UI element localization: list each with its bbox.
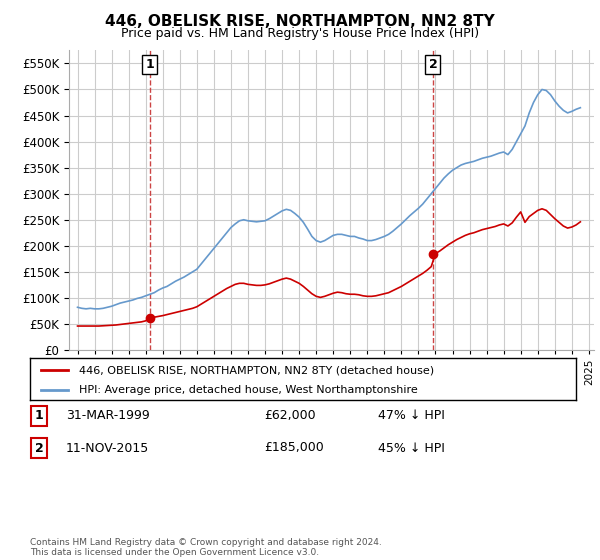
Text: 446, OBELISK RISE, NORTHAMPTON, NN2 8TY (detached house): 446, OBELISK RISE, NORTHAMPTON, NN2 8TY … (79, 365, 434, 375)
Text: 1: 1 (146, 58, 154, 71)
Text: Contains HM Land Registry data © Crown copyright and database right 2024.
This d: Contains HM Land Registry data © Crown c… (30, 538, 382, 557)
Text: 31-MAR-1999: 31-MAR-1999 (66, 409, 150, 422)
Text: 45% ↓ HPI: 45% ↓ HPI (378, 441, 445, 455)
Text: 2: 2 (428, 58, 437, 71)
Text: 446, OBELISK RISE, NORTHAMPTON, NN2 8TY: 446, OBELISK RISE, NORTHAMPTON, NN2 8TY (105, 14, 495, 29)
Text: HPI: Average price, detached house, West Northamptonshire: HPI: Average price, detached house, West… (79, 385, 418, 395)
Text: £62,000: £62,000 (264, 409, 316, 422)
Text: Price paid vs. HM Land Registry's House Price Index (HPI): Price paid vs. HM Land Registry's House … (121, 27, 479, 40)
Text: 2: 2 (35, 441, 43, 455)
Text: 47% ↓ HPI: 47% ↓ HPI (378, 409, 445, 422)
Text: 1: 1 (35, 409, 43, 422)
Text: £185,000: £185,000 (264, 441, 324, 455)
Text: 11-NOV-2015: 11-NOV-2015 (66, 441, 149, 455)
